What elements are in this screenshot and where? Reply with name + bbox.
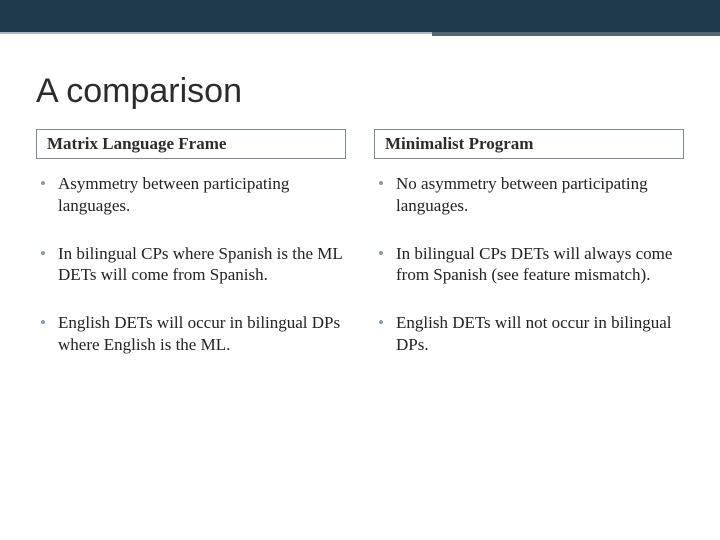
column-left-header: Matrix Language Frame: [36, 129, 346, 159]
column-left: Matrix Language Frame Asymmetry between …: [36, 129, 346, 382]
list-item: English DETs will not occur in bilingual…: [378, 312, 684, 356]
column-right-header: Minimalist Program: [374, 129, 684, 159]
list-item: English DETs will occur in bilingual DPs…: [40, 312, 346, 356]
column-right: Minimalist Program No asymmetry between …: [374, 129, 684, 382]
list-item: In bilingual CPs where Spanish is the ML…: [40, 243, 346, 287]
slide-body: A comparison Matrix Language Frame Asymm…: [0, 32, 720, 382]
list-item: Asymmetry between participating language…: [40, 173, 346, 217]
column-right-bullets: No asymmetry between participating langu…: [374, 173, 684, 356]
column-left-bullets: Asymmetry between participating language…: [36, 173, 346, 356]
top-underline: [0, 32, 720, 38]
page-title: A comparison: [36, 72, 684, 111]
list-item: No asymmetry between participating langu…: [378, 173, 684, 217]
list-item: In bilingual CPs DETs will always come f…: [378, 243, 684, 287]
top-band: [0, 0, 720, 32]
comparison-columns: Matrix Language Frame Asymmetry between …: [36, 129, 684, 382]
